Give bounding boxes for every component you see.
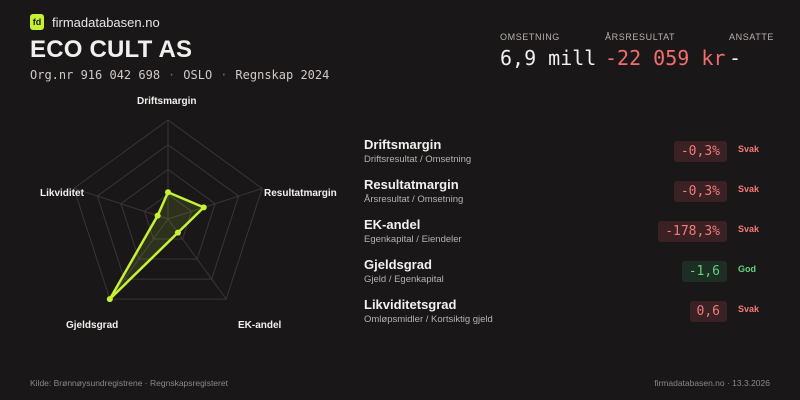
kpi-value: - xyxy=(729,46,742,70)
radar-label-ek-andel: EK-andel xyxy=(238,320,282,331)
metric-title: Likviditetsgrad xyxy=(364,297,457,312)
radar-label-driftsmargin: Driftsmargin xyxy=(137,96,197,107)
metric-value-badge: 0,6 xyxy=(689,301,727,322)
company-meta: Org.nr 916 042 698 · OSLO · Regnskap 2024 xyxy=(30,68,329,82)
metric-value-badge: -178,3% xyxy=(658,221,727,242)
footer-site-date[interactable]: firmadatabasen.no · 13.3.2026 xyxy=(654,378,770,388)
kpi-value: 6,9 mill xyxy=(500,46,597,70)
metric-subtitle: Gjeld / Egenkapital xyxy=(364,274,444,285)
kpi-value: -22 059 kr xyxy=(605,46,726,70)
metric-subtitle: Driftsresultat / Omsetning xyxy=(364,154,472,165)
separator: · xyxy=(168,68,176,82)
radar-grid-ring xyxy=(96,144,240,280)
radar-point-driftsmargin xyxy=(165,189,171,196)
kpi-ansatte: ANSATTE - xyxy=(729,32,774,70)
radar-axis-line xyxy=(167,187,263,220)
brand-logo-icon: fd xyxy=(30,14,44,30)
metric-gjeldsgrad: Gjeldsgrad Gjeld / Egenkapital -1,6 God xyxy=(364,257,770,291)
metric-likviditetsgrad: Likviditetsgrad Omløpsmidler / Kortsikti… xyxy=(364,297,770,331)
radar-series-shape xyxy=(108,191,206,301)
radar-axis-line xyxy=(109,218,169,300)
org-number: Org.nr 916 042 698 xyxy=(30,68,161,82)
metric-verdict: Svak xyxy=(738,144,760,154)
metric-subtitle: Årsresultat / Omsetning xyxy=(364,194,464,205)
radar-axis-line xyxy=(73,187,169,220)
metric-value-badge: -1,6 xyxy=(681,261,727,282)
metric-title: Resultatmargin xyxy=(364,177,459,192)
radar-label-gjeldsgrad: Gjeldsgrad xyxy=(66,320,119,331)
metric-resultatmargin: Resultatmargin Årsresultat / Omsetning -… xyxy=(364,177,770,211)
radar-label-likviditet: Likviditet xyxy=(40,188,84,199)
kpi-omsetning: OMSETNING 6,9 mill xyxy=(500,32,596,70)
city: OSLO xyxy=(183,68,213,82)
kpi-label: ANSATTE xyxy=(729,32,775,42)
brand[interactable]: fd firmadatabasen.no xyxy=(30,14,160,30)
metric-verdict: Svak xyxy=(738,224,760,234)
radar-grid-ring xyxy=(143,193,193,240)
metric-value-badge: -0,3% xyxy=(673,181,727,202)
kpi-label: ÅRSRESULTAT xyxy=(605,32,676,42)
separator: · xyxy=(220,68,228,82)
radar-point-ek-andel xyxy=(174,229,181,236)
kpi-label: OMSETNING xyxy=(500,32,560,42)
footer-source: Kilde: Brønnøysundregistrene · Regnskaps… xyxy=(30,378,228,388)
company-name: ECO CULT AS xyxy=(30,36,193,63)
radar-label-resultatmargin: Resultatmargin xyxy=(264,188,337,199)
metric-title: EK-andel xyxy=(364,217,421,232)
radar-point-likviditet xyxy=(154,212,161,219)
metric-driftsmargin: Driftsmargin Driftsresultat / Omsetning … xyxy=(364,137,770,171)
kpi-arsresultat: ÅRSRESULTAT -22 059 kr xyxy=(605,32,725,70)
radar-grid-ring xyxy=(120,168,216,260)
metric-verdict: God xyxy=(738,264,756,274)
metric-subtitle: Omløpsmidler / Kortsiktig gjeld xyxy=(364,314,493,325)
radar-axis-line xyxy=(167,218,227,300)
brand-name[interactable]: firmadatabasen.no xyxy=(52,14,160,30)
radar-point-resultatmargin xyxy=(200,204,207,211)
metric-verdict: Svak xyxy=(738,184,760,194)
metric-title: Driftsmargin xyxy=(364,137,442,152)
radar-point-gjeldsgrad xyxy=(106,296,113,303)
metric-ek-andel: EK-andel Egenkapital / Eiendeler -178,3%… xyxy=(364,217,770,251)
metric-title: Gjeldsgrad xyxy=(364,257,432,272)
metric-verdict: Svak xyxy=(738,304,760,314)
report-period: Regnskap 2024 xyxy=(235,68,330,82)
radar-grid-ring xyxy=(73,119,263,300)
metric-value-badge: -0,3% xyxy=(673,141,727,162)
metric-subtitle: Egenkapital / Eiendeler xyxy=(364,234,462,245)
